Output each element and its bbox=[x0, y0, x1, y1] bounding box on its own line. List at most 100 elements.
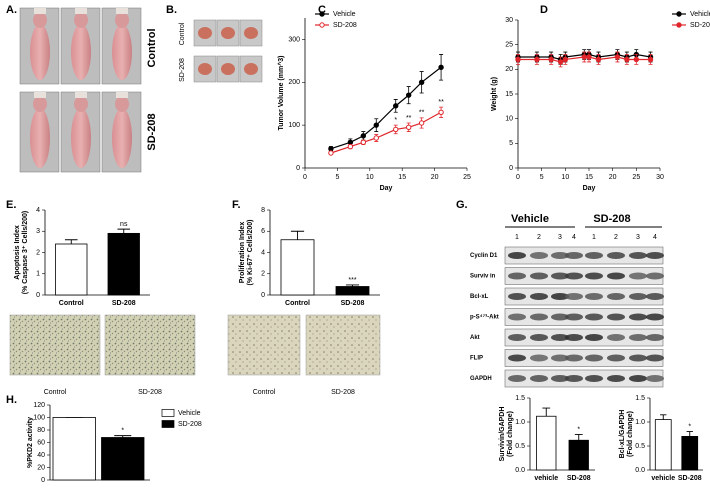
hand bbox=[75, 92, 87, 98]
band bbox=[607, 354, 625, 362]
panel-label: A. bbox=[6, 4, 17, 16]
x-tick-label: SD-208 bbox=[567, 475, 591, 482]
error-bar bbox=[290, 230, 305, 240]
point bbox=[595, 56, 602, 63]
tumor-photos bbox=[193, 19, 263, 83]
lane-label: 4 bbox=[653, 234, 657, 241]
legend-label: SD-208 bbox=[178, 421, 202, 428]
band bbox=[551, 354, 569, 362]
band bbox=[551, 313, 569, 321]
series-line bbox=[330, 66, 442, 150]
band bbox=[530, 272, 548, 280]
point bbox=[373, 122, 379, 128]
point bbox=[360, 133, 367, 139]
lane-label: 1 bbox=[592, 234, 596, 241]
x-tick-label: 15 bbox=[585, 174, 593, 181]
band bbox=[646, 272, 664, 280]
band bbox=[530, 334, 548, 341]
y-tick-label: 0 bbox=[296, 165, 300, 172]
bar bbox=[107, 232, 140, 296]
point bbox=[328, 146, 334, 152]
point bbox=[515, 56, 521, 63]
y-axis-label: Weight (g) bbox=[491, 77, 498, 111]
tumor bbox=[221, 63, 235, 75]
legend-label: SD-208 bbox=[690, 22, 710, 29]
y-tick-label: 30 bbox=[505, 17, 513, 24]
point bbox=[405, 92, 412, 98]
blot-group: Vehicle bbox=[511, 213, 549, 225]
x-tick-label: 25 bbox=[463, 174, 471, 181]
hand bbox=[34, 8, 46, 14]
band bbox=[565, 252, 583, 259]
annotation: * bbox=[688, 423, 691, 430]
annotation: * bbox=[577, 426, 580, 433]
y-axis-label: Bcl-xL/GAPDH bbox=[619, 410, 626, 459]
band bbox=[607, 252, 625, 259]
y-axis-label: (Fold change) bbox=[507, 411, 514, 457]
y-tick-label: 15 bbox=[505, 91, 513, 98]
annotation: ** bbox=[419, 110, 425, 117]
chart: 0 100 200 300 Tumor Volume (mm^3) 0 5 10 15 20 25 D… bbox=[277, 11, 471, 192]
y-tick-label: 1.0 bbox=[635, 419, 645, 426]
point bbox=[586, 54, 592, 60]
row-label: Control bbox=[179, 22, 186, 45]
point bbox=[347, 143, 354, 150]
band bbox=[629, 252, 647, 259]
x-tick-label: vehicle bbox=[651, 475, 675, 482]
band bbox=[629, 354, 647, 362]
y-axis-label: Survivin/GAPDH bbox=[499, 407, 506, 462]
x-tick-label: 5 bbox=[540, 174, 544, 181]
y-tick-label: 100 bbox=[288, 122, 300, 129]
micrograph-label: Control bbox=[253, 389, 276, 396]
annotation: ** bbox=[438, 99, 444, 106]
band bbox=[551, 252, 569, 259]
error-bar bbox=[660, 414, 667, 420]
mouse-head bbox=[74, 12, 88, 28]
x-tick-label: 15 bbox=[398, 174, 406, 181]
legend-marker bbox=[676, 11, 682, 17]
band bbox=[508, 334, 526, 341]
lane-label: 1 bbox=[515, 234, 519, 241]
y-tick-label: 1.5 bbox=[515, 395, 525, 402]
band bbox=[508, 354, 526, 362]
mouse-body bbox=[71, 108, 91, 168]
bar bbox=[55, 243, 88, 296]
annotation: *** bbox=[348, 277, 356, 284]
y-tick-label: 0 bbox=[41, 477, 45, 484]
point bbox=[557, 59, 564, 65]
point bbox=[360, 139, 367, 145]
y-tick-label: 20 bbox=[505, 66, 513, 73]
point bbox=[373, 135, 379, 141]
tumor bbox=[198, 63, 212, 75]
band bbox=[585, 293, 603, 300]
error-bar bbox=[542, 407, 551, 417]
legend-swatch bbox=[161, 409, 175, 417]
x-tick-label: SD-208 bbox=[678, 475, 702, 482]
mouse-photos bbox=[19, 7, 142, 173]
annotation: * bbox=[394, 117, 397, 124]
x-tick-label: 10 bbox=[561, 174, 569, 181]
band bbox=[585, 313, 603, 321]
band bbox=[585, 375, 603, 382]
chart: 0.0 0.5 1.0 1.5 Survivin/GAPDH (Fold change) v… bbox=[499, 395, 595, 482]
hand bbox=[116, 8, 128, 14]
band bbox=[508, 375, 526, 382]
y-tick-label: 0 bbox=[261, 292, 265, 299]
lane-label: 3 bbox=[636, 234, 640, 241]
micrograph bbox=[104, 314, 196, 376]
band bbox=[607, 334, 625, 341]
y-tick-label: 1 bbox=[36, 271, 40, 278]
y-axis-label: (% Ki-67⁺ Cells/200) bbox=[247, 220, 254, 286]
hand bbox=[75, 8, 87, 14]
blot-row-label: Cyclin D1 bbox=[470, 253, 498, 259]
blot-row-label: p-S⁴⁷³-Akt bbox=[470, 314, 499, 321]
y-tick-label: 0 bbox=[509, 165, 513, 172]
band bbox=[585, 334, 603, 341]
western-blot: 1 2 3 4 1 2 3 4 Cyclin D1 Surviv in Bcl-xL p-S⁴⁷³-A… bbox=[470, 234, 664, 388]
y-tick-label: 6 bbox=[261, 228, 265, 235]
y-tick-label: 40 bbox=[37, 452, 45, 459]
micrograph-label: Control bbox=[44, 389, 67, 396]
point bbox=[328, 150, 334, 156]
y-tick-label: 0.5 bbox=[515, 443, 525, 450]
band bbox=[629, 272, 647, 280]
